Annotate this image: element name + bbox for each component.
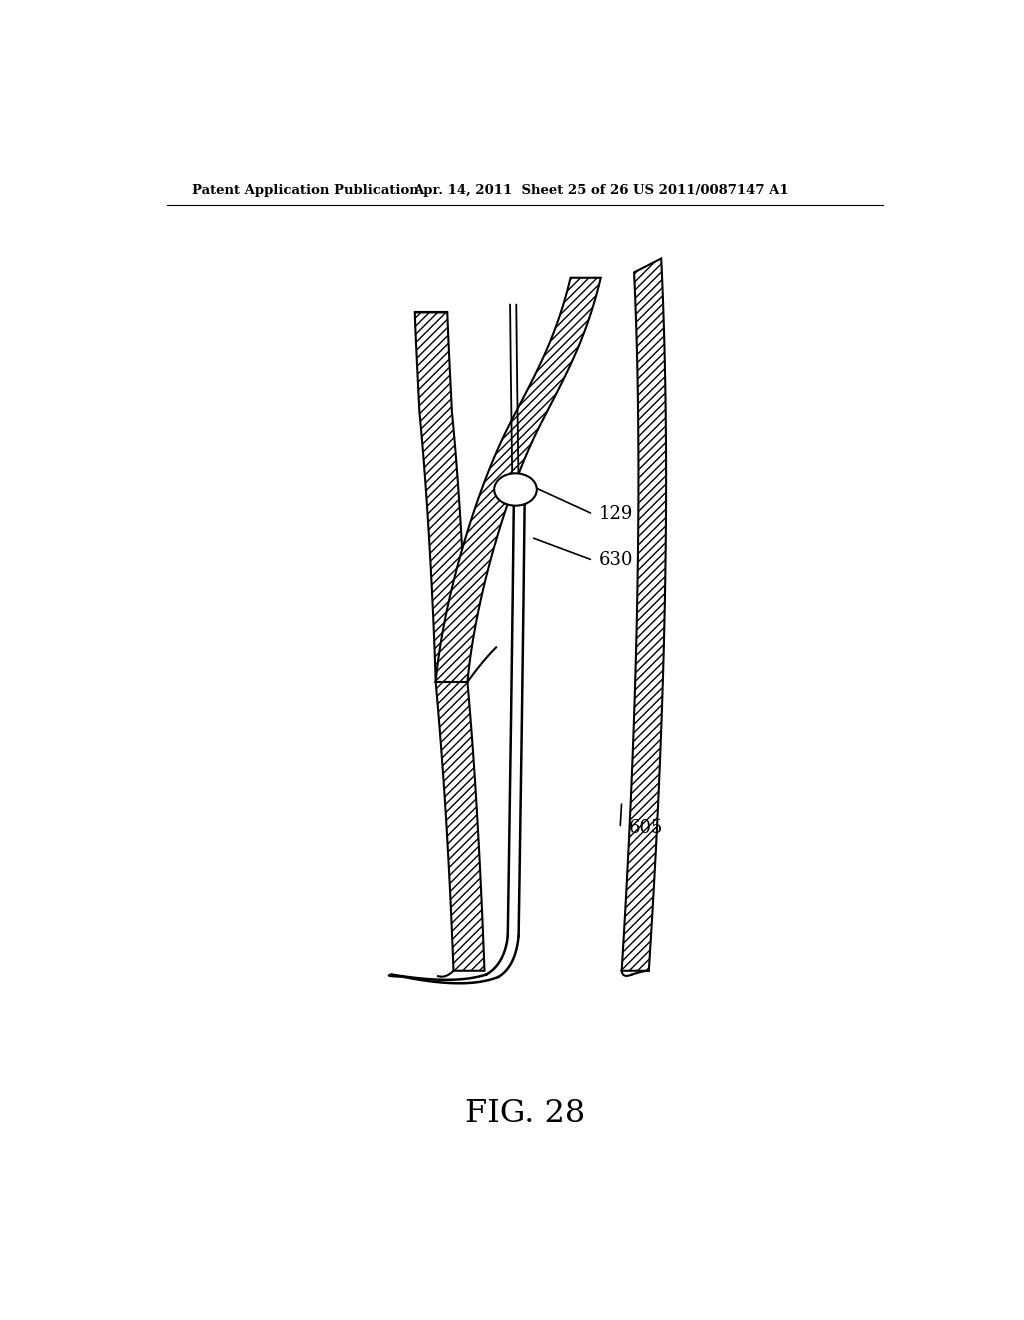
Text: Patent Application Publication: Patent Application Publication bbox=[191, 185, 418, 197]
Text: 605: 605 bbox=[629, 820, 663, 837]
Polygon shape bbox=[435, 682, 484, 970]
Text: Apr. 14, 2011  Sheet 25 of 26: Apr. 14, 2011 Sheet 25 of 26 bbox=[414, 185, 629, 197]
Polygon shape bbox=[435, 277, 601, 682]
Text: 129: 129 bbox=[599, 506, 634, 523]
Polygon shape bbox=[622, 259, 666, 970]
Text: 630: 630 bbox=[599, 552, 634, 569]
Polygon shape bbox=[415, 313, 467, 682]
Text: FIG. 28: FIG. 28 bbox=[465, 1098, 585, 1129]
Text: US 2011/0087147 A1: US 2011/0087147 A1 bbox=[633, 185, 788, 197]
Ellipse shape bbox=[495, 474, 537, 506]
